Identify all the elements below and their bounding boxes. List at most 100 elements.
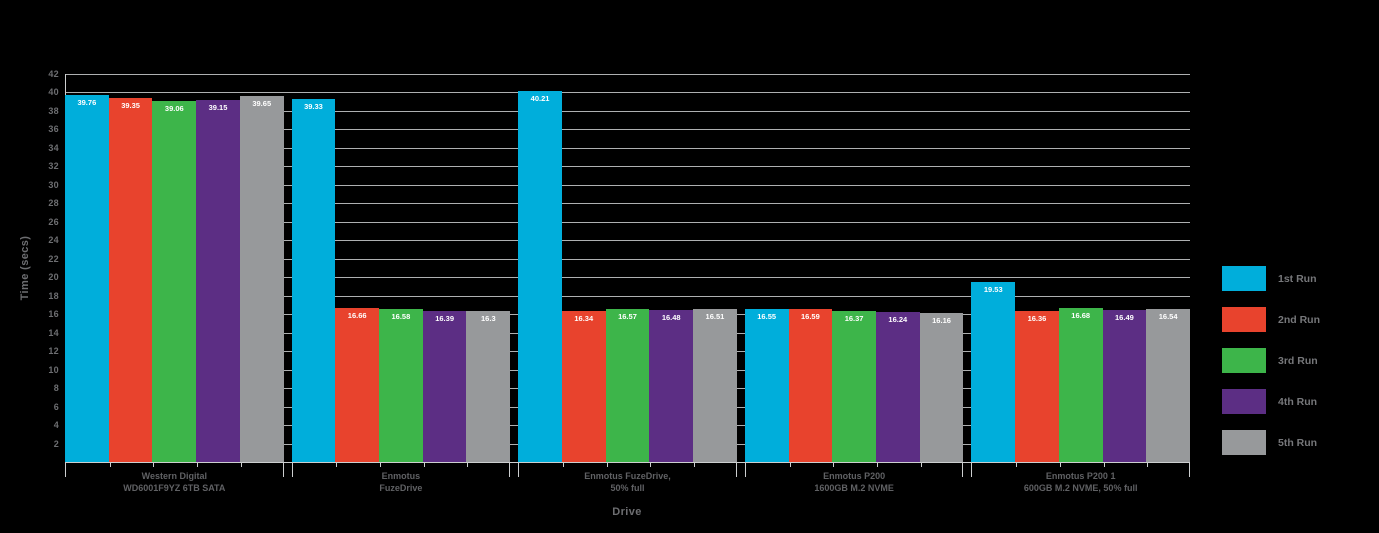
gridline — [65, 92, 1190, 94]
x-axis-minor-tick — [1059, 462, 1061, 467]
bar-value-label: 16.57 — [618, 311, 637, 321]
y-tick-label: 30 — [48, 179, 59, 190]
bar-4th-run: 16.39 — [422, 310, 467, 462]
bar-group: 19.53 16.36 16.68 16.49 16.54 — [971, 74, 1190, 462]
gridline — [65, 74, 1190, 75]
gridline — [65, 147, 1190, 149]
bar-value-label: 16.37 — [844, 313, 864, 323]
y-tick-label: 16 — [48, 309, 59, 320]
bar-5th-run: 39.65 — [239, 95, 284, 462]
bar-4th-run: 16.49 — [1102, 309, 1147, 462]
x-axis-group-ticks — [744, 462, 964, 477]
y-tick-label: 40 — [48, 87, 59, 98]
x-axis-minor-tick — [876, 462, 878, 467]
gridline — [65, 166, 1190, 168]
y-tick-label: 4 — [53, 420, 59, 431]
y-tick-label: 6 — [53, 401, 59, 412]
legend-swatch — [1222, 389, 1266, 414]
bar-value-label: 16.24 — [888, 314, 908, 324]
bar-3rd-run: 16.37 — [832, 310, 876, 462]
legend-item-3rd-run[interactable]: 3rd Run — [1222, 348, 1320, 373]
bar-5th-run: 16.16 — [919, 312, 964, 462]
x-axis-minor-tick — [109, 462, 111, 467]
bar-5th-run: 16.3 — [466, 311, 511, 462]
legend-item-5th-run[interactable]: 5th Run — [1222, 430, 1320, 455]
category-label-line: Western Digital — [141, 471, 207, 481]
x-axis-minor-tick — [467, 462, 469, 467]
bar-group: 40.21 16.34 16.57 16.48 16.51 — [518, 74, 737, 462]
category-label-line: Enmotus P200 — [823, 471, 886, 481]
x-axis-group-ticks — [518, 462, 737, 477]
bar-5th-run: 16.54 — [1146, 309, 1190, 462]
x-axis-minor-tick — [380, 462, 382, 467]
x-axis-minor-tick — [833, 462, 835, 467]
category-label-line: Enmotus P200 1 — [1045, 471, 1116, 481]
y-tick-label: 8 — [53, 383, 59, 394]
bar-4th-run: 39.15 — [196, 100, 240, 462]
bar-value-label: 16.36 — [1027, 313, 1047, 323]
x-axis-minor-tick — [789, 462, 791, 467]
bar-value-label: 39.33 — [304, 101, 323, 111]
gridline — [65, 110, 1190, 112]
y-tick-label: 38 — [48, 105, 59, 116]
bar-group: 39.33 16.66 16.58 16.39 16.3 — [291, 74, 511, 462]
legend-item-2nd-run[interactable]: 2nd Run — [1222, 307, 1320, 332]
bar-value-label: 19.53 — [983, 284, 1003, 294]
bar-value-label: 16.48 — [661, 312, 681, 322]
x-axis-minor-tick — [920, 462, 922, 467]
bar-value-label: 16.16 — [932, 315, 951, 325]
category-label-line: WD6001F9YZ 6TB SATA — [123, 483, 226, 493]
legend-label: 4th Run — [1278, 395, 1318, 408]
legend: 1st Run 2nd Run 3rd Run 4th Run 5th Run — [1222, 266, 1320, 471]
x-axis-minor-tick — [153, 462, 155, 467]
bar-5th-run: 16.51 — [693, 309, 737, 462]
bar-value-label: 16.51 — [705, 312, 725, 322]
bar-value-label: 39.35 — [121, 101, 140, 111]
category-label: Enmotus P200 1600GB M.2 NVME — [725, 470, 984, 494]
gridline — [65, 129, 1190, 131]
y-tick-label: 42 — [48, 69, 59, 79]
x-axis-line — [65, 462, 1190, 463]
legend-label: 2nd Run — [1278, 313, 1320, 326]
bar-value-label: 16.58 — [391, 311, 411, 321]
category-label: Enmotus FuzeDrive — [272, 470, 531, 494]
bar-value-label: 40.21 — [530, 93, 550, 103]
category-label-line: FuzeDrive — [379, 483, 423, 493]
category-label: Enmotus P200 1 600GB M.2 NVME, 50% full — [951, 470, 1210, 494]
gridline — [65, 221, 1190, 223]
bar-group: 39.76 39.35 39.06 39.15 39.65 — [65, 74, 284, 462]
bar-1st-run: 19.53 — [971, 281, 1016, 462]
x-axis-minor-tick — [562, 462, 564, 467]
bar-value-label: 39.15 — [208, 103, 228, 113]
bar-value-label: 39.76 — [77, 97, 97, 107]
x-axis-minor-tick — [606, 462, 608, 467]
gridline — [65, 240, 1190, 242]
y-tick-label: 18 — [48, 290, 59, 301]
legend-item-4th-run[interactable]: 4th Run — [1222, 389, 1320, 414]
bar-2nd-run: 16.59 — [788, 308, 833, 462]
y-tick-label: 24 — [48, 235, 59, 246]
bar-value-label: 16.68 — [1071, 310, 1091, 320]
bar-value-label: 39.06 — [164, 104, 184, 114]
x-axis-minor-tick — [336, 462, 338, 467]
bar-4th-run: 16.24 — [875, 311, 920, 462]
legend-label: 1st Run — [1278, 272, 1317, 285]
bar-3rd-run: 16.58 — [379, 308, 423, 462]
legend-label: 5th Run — [1278, 436, 1318, 449]
legend-item-1st-run[interactable]: 1st Run — [1222, 266, 1320, 291]
bar-value-label: 16.3 — [481, 314, 496, 324]
x-axis-minor-tick — [240, 462, 242, 467]
x-axis-group-ticks — [65, 462, 284, 477]
bar-3rd-run: 16.57 — [605, 308, 650, 462]
bar-value-label: 16.66 — [347, 311, 367, 321]
gridline — [65, 203, 1190, 205]
bar-2nd-run: 39.35 — [108, 98, 153, 462]
bar-1st-run: 40.21 — [518, 90, 562, 462]
y-tick-label: 36 — [48, 124, 59, 135]
bar-value-label: 16.59 — [800, 311, 820, 321]
category-label-line: 1600GB M.2 NVME — [814, 483, 894, 493]
x-axis-group-ticks — [971, 462, 1190, 477]
x-axis-minor-tick — [1147, 462, 1149, 467]
x-axis-minor-tick — [694, 462, 696, 467]
bar-value-label: 16.39 — [435, 313, 454, 323]
